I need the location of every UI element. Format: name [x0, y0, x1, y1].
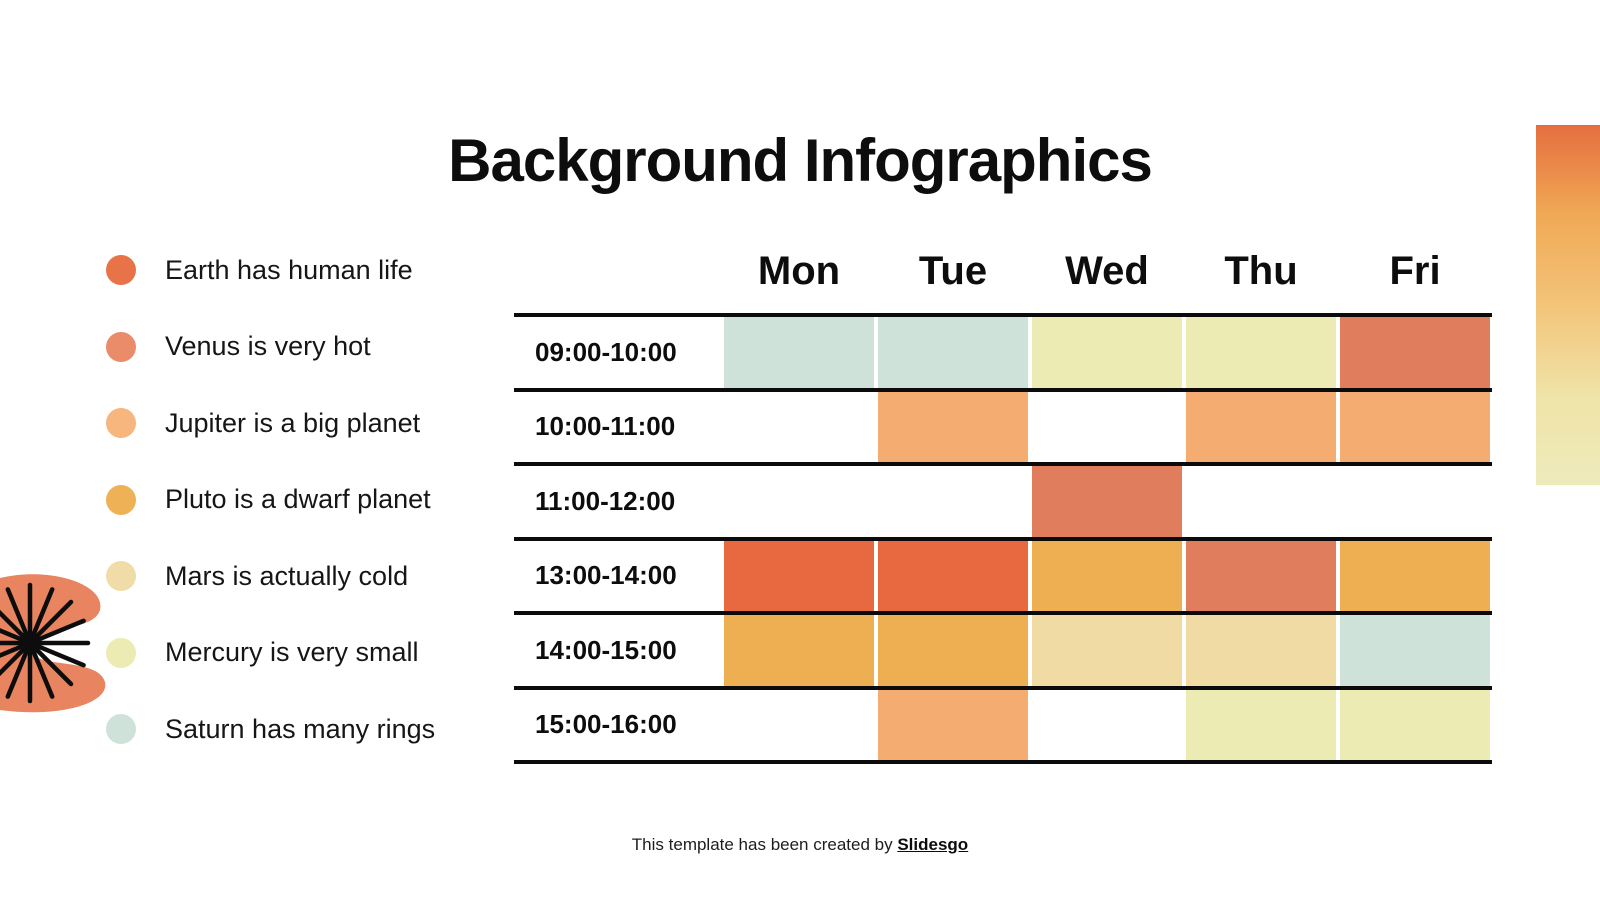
schedule-cell — [1186, 466, 1336, 537]
schedule-table: 09:00-10:00 10:00-11:00 11:00-12:00 13:0… — [514, 313, 1492, 764]
footer: This template has been created by Slides… — [0, 835, 1600, 855]
mercury-dot-icon — [106, 637, 136, 668]
schedule-cell — [1186, 540, 1336, 611]
earth-dot-icon — [106, 255, 136, 285]
time-slot-label: 13:00-14:00 — [535, 560, 677, 591]
schedule-cell — [878, 689, 1028, 760]
legend-label: Pluto is a dwarf planet — [165, 484, 431, 514]
corner-decoration — [0, 558, 120, 728]
gradient-bar — [1536, 125, 1600, 485]
day-header-mon: Mon — [757, 249, 841, 293]
day-header-fri: Fri — [1389, 249, 1441, 293]
schedule-cell — [724, 540, 874, 611]
schedule-cell — [1186, 689, 1336, 760]
legend-item-pluto: Pluto is a dwarf planet — [106, 484, 435, 515]
time-slot-label: 15:00-16:00 — [535, 709, 677, 740]
schedule-cell — [1032, 466, 1182, 537]
legend: Earth has human life Venus is very hot J… — [106, 255, 435, 791]
slidesgo-link[interactable]: Slidesgo — [897, 835, 969, 854]
day-header-thu: Thu — [1224, 249, 1298, 293]
schedule-row: 14:00-15:00 — [514, 611, 1492, 686]
schedule-cell — [1186, 317, 1336, 388]
schedule-cell — [1032, 317, 1182, 388]
jupiter-dot-icon — [106, 408, 136, 438]
schedule-cell — [1186, 615, 1336, 686]
schedule-cell — [1032, 392, 1182, 463]
day-header-wed: Wed — [1065, 249, 1149, 293]
schedule-row: 09:00-10:00 — [514, 313, 1492, 388]
legend-item-mars: Mars is actually cold — [106, 561, 435, 591]
time-slot-label: 14:00-15:00 — [535, 634, 677, 665]
legend-label: Venus is very hot — [165, 331, 371, 361]
time-slot-label: 09:00-10:00 — [535, 336, 677, 367]
schedule-cell — [1032, 690, 1182, 761]
time-slot-label: 11:00-12:00 — [535, 485, 676, 516]
schedule-cell — [724, 466, 874, 537]
schedule-cell — [724, 690, 874, 761]
blob-icon — [0, 574, 106, 713]
legend-label: Mars is actually cold — [165, 560, 409, 591]
pluto-dot-icon — [106, 484, 136, 515]
schedule-cell — [878, 391, 1028, 462]
schedule-cell — [1340, 689, 1490, 760]
schedule-cell — [878, 317, 1028, 388]
schedule-row: 11:00-12:00 — [514, 462, 1492, 537]
schedule-cell — [1340, 317, 1490, 388]
legend-item-venus: Venus is very hot — [106, 331, 435, 362]
starburst-icon — [0, 582, 91, 704]
schedule-cell — [1032, 540, 1182, 611]
schedule-cell — [878, 540, 1028, 611]
schedule-row: 15:00-16:00 — [514, 685, 1492, 764]
schedule-cell — [1340, 615, 1490, 686]
legend-item-jupiter: Jupiter is a big planet — [106, 408, 435, 438]
legend-item-earth: Earth has human life — [106, 255, 435, 285]
time-slot-label: 10:00-11:00 — [535, 411, 676, 442]
legend-item-saturn: Saturn has many rings — [106, 714, 435, 744]
schedule-cell — [1340, 391, 1490, 462]
schedule-cell — [1340, 540, 1490, 611]
schedule-row: 13:00-14:00 — [514, 536, 1492, 611]
saturn-dot-icon — [106, 714, 136, 744]
mars-dot-icon — [106, 561, 136, 591]
schedule-cell — [724, 392, 874, 463]
schedule-row: 10:00-11:00 — [514, 387, 1492, 463]
schedule-cell — [1186, 391, 1336, 462]
venus-dot-icon — [106, 331, 136, 362]
legend-label: Mercury is very small — [165, 637, 419, 667]
schedule-cell — [878, 615, 1028, 686]
legend-item-mercury: Mercury is very small — [106, 637, 435, 668]
schedule-cell — [878, 466, 1028, 537]
legend-label: Jupiter is a big planet — [165, 407, 421, 438]
schedule-cell — [1032, 615, 1182, 686]
day-header-tue: Tue — [918, 249, 988, 293]
schedule-cell — [724, 317, 874, 388]
page-title: Background Infographics — [448, 127, 1153, 195]
schedule-cell — [724, 615, 874, 686]
legend-label: Saturn has many rings — [165, 713, 436, 744]
footer-credit-text: This template has been created by — [631, 835, 898, 854]
day-headers: Mon Tue Wed Thu Fri — [514, 244, 1492, 304]
legend-label: Earth has human life — [165, 254, 413, 285]
schedule-cell — [1340, 466, 1490, 537]
